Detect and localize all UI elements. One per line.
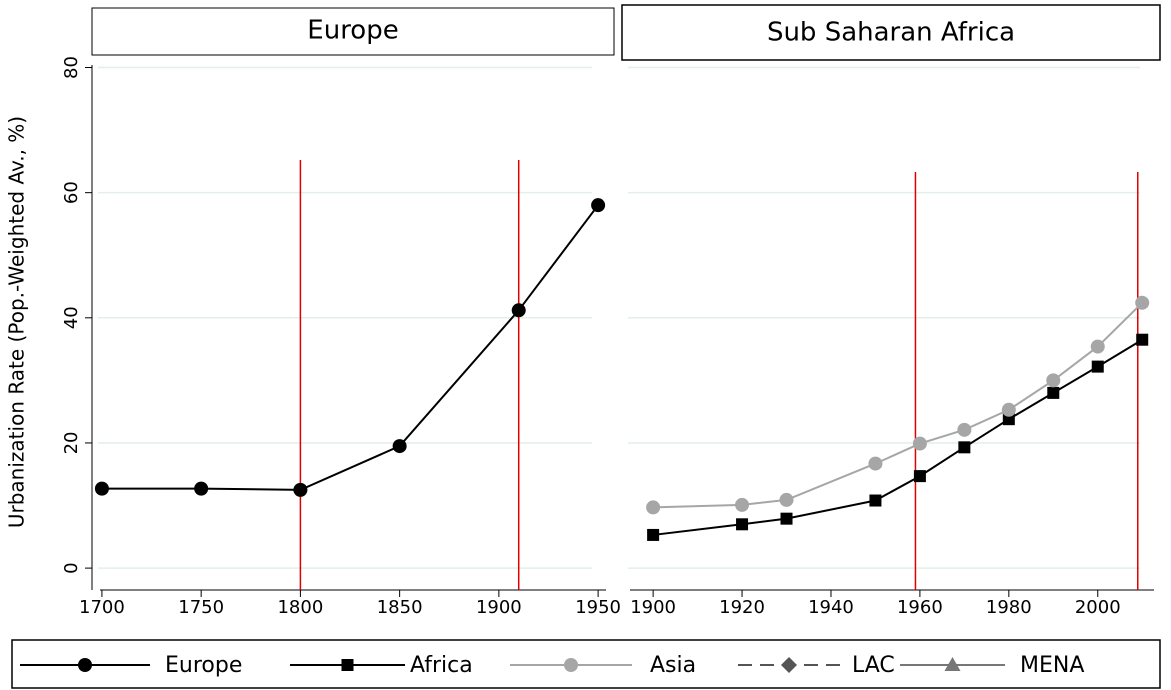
marker	[779, 492, 794, 507]
marker	[341, 659, 354, 671]
panel-title: Europe	[307, 16, 398, 46]
series-line	[653, 302, 1143, 509]
marker	[1091, 360, 1104, 373]
series-line	[101, 204, 599, 491]
x-tick-label: 1980	[986, 597, 1032, 618]
marker	[78, 658, 92, 672]
marker	[957, 422, 972, 437]
x-tick-label: 1900	[476, 597, 522, 618]
marker	[913, 470, 926, 483]
marker	[1046, 373, 1061, 388]
marker	[1090, 339, 1105, 354]
marker	[780, 512, 793, 525]
marker	[958, 441, 971, 454]
marker	[869, 494, 882, 507]
x-tick-label: 1900	[630, 597, 676, 618]
marker	[735, 497, 750, 512]
x-tick-label: 1920	[719, 597, 765, 618]
y-tick-label: 60	[61, 181, 82, 204]
marker	[1002, 413, 1015, 426]
x-tick-label: 1700	[79, 597, 125, 618]
marker	[511, 303, 526, 318]
x-tick-label: 1850	[377, 597, 423, 618]
marker	[944, 657, 961, 671]
legend-label: MENA	[1020, 653, 1084, 678]
marker	[1047, 386, 1060, 399]
legend-label: Asia	[650, 653, 696, 678]
legend-label: LAC	[852, 653, 895, 678]
series-line	[653, 338, 1143, 536]
marker	[912, 436, 927, 451]
legend-label: Africa	[410, 653, 473, 678]
marker	[1135, 295, 1150, 310]
marker	[736, 518, 749, 531]
marker	[781, 657, 797, 673]
marker	[94, 481, 109, 496]
marker	[1136, 333, 1149, 346]
marker	[591, 198, 606, 213]
marker	[1001, 402, 1016, 417]
x-tick-label: 2000	[1075, 597, 1121, 618]
marker	[392, 439, 407, 454]
marker	[293, 482, 308, 497]
panel-title: Sub Saharan Africa	[767, 18, 1015, 48]
x-tick-label: 1960	[897, 597, 943, 618]
y-tick-label: 40	[61, 306, 82, 329]
marker	[868, 456, 883, 471]
panel-header	[621, 4, 1161, 61]
marker	[564, 658, 578, 672]
x-tick-label: 1800	[277, 597, 323, 618]
panel-header	[91, 7, 615, 56]
y-axis-label: Urbanization Rate (Pop.-Weighted Av., %)	[5, 116, 29, 528]
x-tick-label: 1950	[575, 597, 621, 618]
marker	[194, 481, 209, 496]
legend-label: Europe	[165, 653, 242, 678]
y-tick-label: 80	[61, 56, 82, 79]
x-tick-label: 1940	[808, 597, 854, 618]
x-tick-label: 1750	[178, 597, 224, 618]
marker	[647, 528, 660, 541]
y-tick-label: 0	[61, 562, 82, 573]
marker	[646, 500, 661, 515]
y-tick-label: 20	[61, 432, 82, 455]
